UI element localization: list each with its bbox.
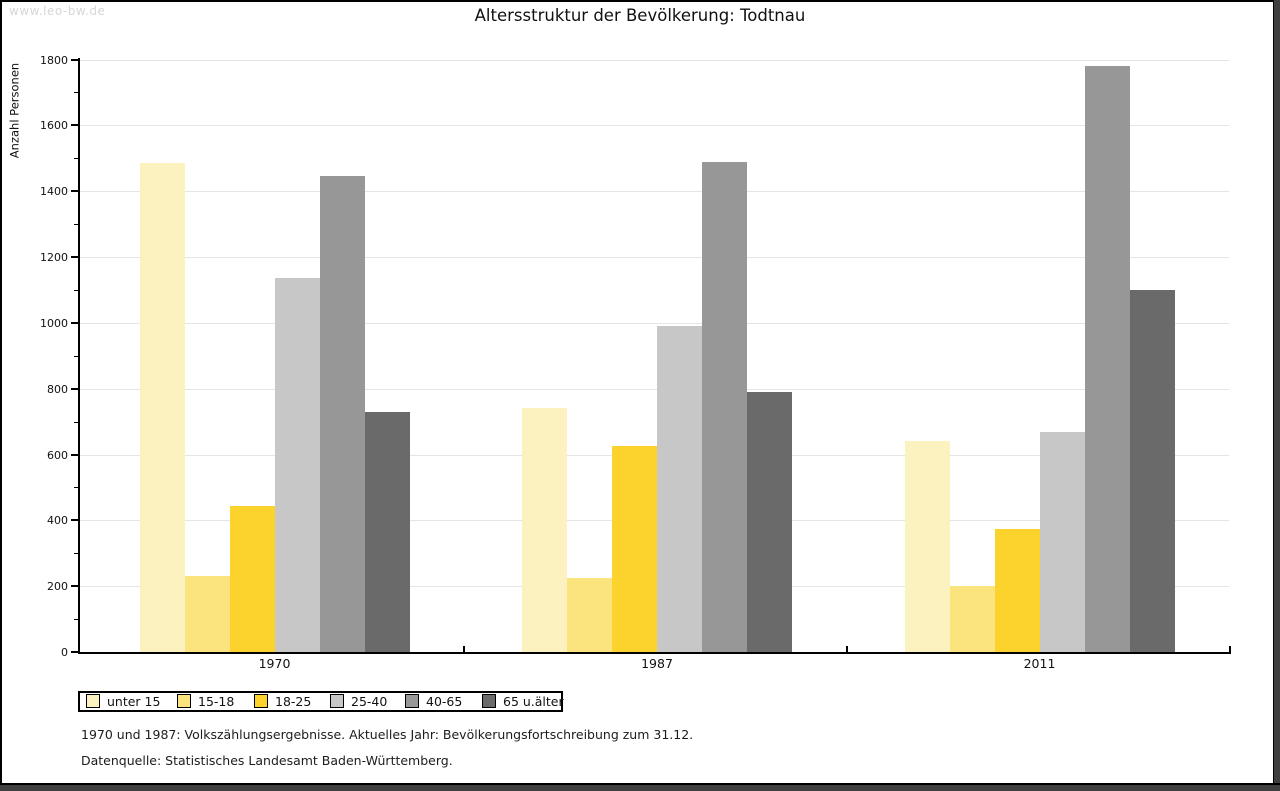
y-tick-major [71,651,78,653]
y-gridline [80,191,1229,193]
window-border-left [0,0,2,791]
y-tick-minor [74,92,78,94]
bar-1987-40-65 [702,161,747,652]
bar-1987-65-u-lter [747,392,792,652]
legend-swatch-unter-15 [86,694,100,708]
x-category-label: 1987 [641,656,673,671]
y-tick-minor [74,355,78,357]
bar-1970-40-65 [319,176,365,652]
y-tick-minor [74,289,78,291]
legend-swatch-15-18 [177,694,191,708]
legend-label: 25-40 [351,694,388,709]
y-gridline [80,125,1229,127]
y-tick-label: 200 [47,580,68,594]
y-gridline [80,322,1229,324]
y-tick-label: 1600 [40,119,68,133]
y-tick-major [71,190,78,193]
legend-swatch-18-25 [254,694,268,708]
legend-label: 65 u.älter [503,694,564,709]
bar-1987-18-25 [612,446,657,652]
x-tick [1229,646,1231,652]
y-tick-label: 1200 [40,251,68,264]
x-category-label: 2011 [1023,656,1056,671]
y-gridline [80,59,1229,61]
bar-1987-25-40 [657,326,702,652]
bar-2011-25-40 [1039,431,1085,652]
y-tick-label: 600 [47,448,68,462]
legend-label: unter 15 [107,694,161,709]
y-tick-label: 800 [47,382,68,396]
bar-2011-18-25 [994,528,1040,652]
chart-title: Altersstruktur der Bevölkerung: Todtnau [474,6,806,25]
window-border-top [0,0,1280,2]
window-border-right [1273,0,1280,791]
bar-2011-40-65 [1084,66,1130,652]
bar-2011-65-u-lter [1129,289,1175,652]
bar-1970-15-18 [184,576,230,652]
y-gridline [80,388,1229,390]
bar-1970-unter-15 [139,163,185,652]
y-tick-major [71,58,78,61]
y-gridline [80,257,1229,258]
y-tick-major [71,519,78,522]
y-tick-label: 400 [47,514,68,528]
y-tick-minor [74,224,78,226]
legend-label: 18-25 [275,694,312,709]
legend-swatch-40-65 [405,694,419,708]
y-tick-label: 1800 [40,53,68,67]
legend-label: 15-18 [198,694,235,709]
y-tick-minor [74,421,78,423]
y-tick-minor [74,619,78,621]
y-tick-minor [74,487,78,489]
watermark-text: www.leo-bw.de [9,4,106,18]
bar-1970-65-u-lter [364,411,410,652]
legend-box [78,691,563,712]
y-tick-major [71,321,78,324]
y-axis-title: Anzahl Personen [7,62,22,159]
footnote-source-line2: Datenquelle: Statistisches Landesamt Bad… [81,753,453,768]
bar-1970-18-25 [229,505,275,652]
y-tick-major [71,453,78,456]
bar-1970-25-40 [274,278,320,652]
x-tick [463,646,466,652]
y-tick-label: 1000 [40,316,68,330]
y-tick-major [71,256,78,258]
x-category-label: 1970 [258,656,291,671]
y-axis-line [78,58,80,654]
bar-2011-15-18 [949,586,995,652]
legend-swatch-25-40 [330,694,344,708]
y-tick-label: 0 [61,646,68,659]
legend-swatch-65-u-lter [482,694,496,708]
x-tick [845,646,848,652]
y-tick-major [71,387,78,390]
bar-1987-15-18 [567,577,612,652]
bar-2011-unter-15 [904,441,950,652]
window-border-bottom [0,783,1280,791]
y-tick-label: 1400 [40,185,68,199]
y-tick-minor [74,553,78,555]
x-axis-line [78,652,1231,654]
y-tick-major [71,124,78,127]
bar-1987-unter-15 [522,408,567,652]
y-tick-major [71,585,78,588]
y-tick-minor [74,158,78,160]
footnote-source-line1: 1970 und 1987: Volkszählungsergebnisse. … [81,727,694,742]
legend-label: 40-65 [426,694,463,709]
